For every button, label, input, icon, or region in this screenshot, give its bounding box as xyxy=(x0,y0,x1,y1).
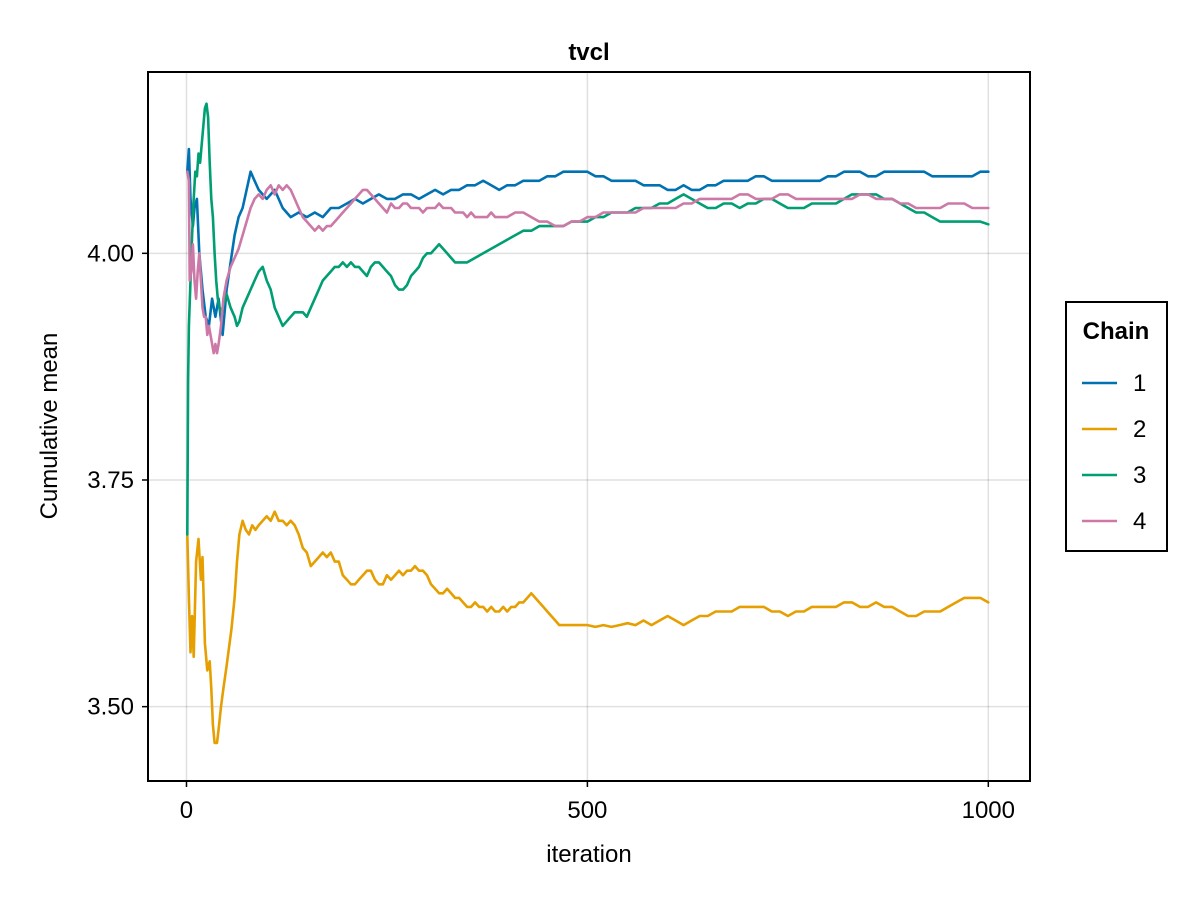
series-line-chain-1 xyxy=(186,147,990,337)
chart-title: tvcl xyxy=(568,39,609,66)
series-line-chain-2 xyxy=(186,510,990,745)
legend: Chain 1 2 3 4 xyxy=(1065,301,1168,552)
x-tick-label: 500 xyxy=(567,797,607,824)
grid xyxy=(148,72,1030,781)
plot-frame xyxy=(147,71,1031,782)
series-line-chain-4 xyxy=(186,170,990,355)
legend-label-chain-1: 1 xyxy=(1133,370,1146,397)
y-axis-ticks: 3.50 3.75 4.00 xyxy=(87,240,148,721)
x-axis-label: iteration xyxy=(546,841,631,868)
y-tick-label: 3.75 xyxy=(87,467,134,494)
x-tick-label: 0 xyxy=(180,797,193,824)
y-tick-label: 4.00 xyxy=(87,240,134,267)
legend-label-chain-3: 3 xyxy=(1133,462,1146,489)
x-axis-ticks: 0 500 1000 xyxy=(180,781,1015,824)
legend-label-chain-2: 2 xyxy=(1133,416,1146,443)
legend-title: Chain xyxy=(1083,318,1150,345)
legend-items: 1 2 3 4 xyxy=(1082,370,1146,535)
x-tick-label: 1000 xyxy=(962,797,1015,824)
series-group xyxy=(186,102,990,745)
y-axis-label: Cumulative mean xyxy=(36,333,63,520)
legend-label-chain-4: 4 xyxy=(1133,508,1146,535)
y-tick-label: 3.50 xyxy=(87,694,134,721)
legend-box xyxy=(1065,301,1168,552)
series-line-chain-3 xyxy=(186,102,990,536)
